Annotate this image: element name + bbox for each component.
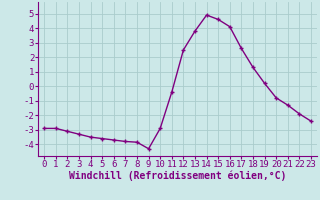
X-axis label: Windchill (Refroidissement éolien,°C): Windchill (Refroidissement éolien,°C) — [69, 171, 286, 181]
